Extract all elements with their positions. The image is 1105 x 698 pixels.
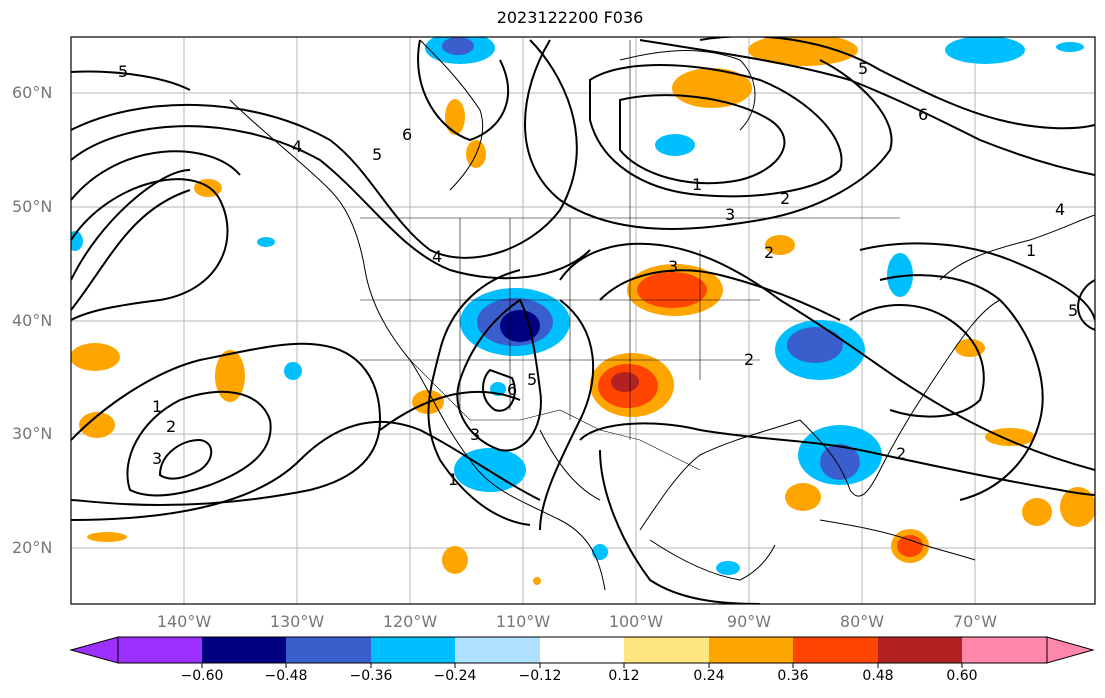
lon-label: 80°W xyxy=(839,612,885,631)
contour-labels: 5 4 5 6 1 2 3 6 5 4 3 2 1 5 6 5 1 2 3 2 … xyxy=(118,59,1078,489)
lat-label: 20°N xyxy=(12,538,53,557)
lon-label: 140°W xyxy=(156,612,212,631)
colorbar-tick-label: 0.36 xyxy=(777,668,809,684)
colorbar-tick-label: −0.48 xyxy=(264,668,308,684)
contour-label: 5 xyxy=(372,145,382,164)
lon-label: 100°W xyxy=(608,612,664,631)
contour-label: 6 xyxy=(402,125,412,144)
contour-label: 2 xyxy=(896,444,906,463)
contour-label: 1 xyxy=(448,470,458,489)
lat-label: 30°N xyxy=(12,424,53,443)
contour-label: 3 xyxy=(725,205,735,224)
lat-label: 50°N xyxy=(12,197,53,216)
contour-label: 2 xyxy=(764,243,774,262)
graticule xyxy=(71,37,1095,604)
contour-label: 1 xyxy=(1026,241,1036,260)
colorbar-tick-label: −0.60 xyxy=(180,668,224,684)
colorbar-tick-label: 0.60 xyxy=(946,668,978,684)
colorbar-tick-label: −0.24 xyxy=(433,668,477,684)
contour-label: 3 xyxy=(470,425,480,444)
contour-label: 1 xyxy=(152,397,162,416)
lon-label: 130°W xyxy=(269,612,325,631)
contour-lines xyxy=(71,37,1095,604)
colorbar xyxy=(69,636,1095,668)
contour-label: 4 xyxy=(1055,200,1065,219)
contour-label: 1 xyxy=(692,175,702,194)
colorbar-tick-label: 0.48 xyxy=(862,668,894,684)
anomaly-shading xyxy=(71,37,1095,585)
contour-label: 5 xyxy=(118,62,128,81)
contour-label: 6 xyxy=(918,105,928,124)
contour-label: 4 xyxy=(292,137,302,156)
contour-label: 3 xyxy=(152,449,162,468)
colorbar-tick-label: −0.36 xyxy=(349,668,393,684)
contour-label: 2 xyxy=(166,417,176,436)
lon-label: 70°W xyxy=(952,612,998,631)
contour-label: 5 xyxy=(527,370,537,389)
lon-label: 120°W xyxy=(382,612,438,631)
contour-label: 5 xyxy=(858,59,868,78)
colorbar-tick-label: −0.12 xyxy=(518,668,562,684)
lon-label: 90°W xyxy=(726,612,772,631)
contour-label: 4 xyxy=(432,247,442,266)
contour-label: 2 xyxy=(780,189,790,208)
lon-label: 110°W xyxy=(495,612,551,631)
lat-label: 60°N xyxy=(12,83,53,102)
colorbar-tick-label: 0.24 xyxy=(693,668,725,684)
contour-label: 3 xyxy=(668,257,678,276)
contour-label: 6 xyxy=(507,380,517,399)
colorbar-tick-label: 0.12 xyxy=(608,668,640,684)
contour-label: 2 xyxy=(744,350,754,369)
lat-label: 40°N xyxy=(12,311,53,330)
contour-label: 5 xyxy=(1068,301,1078,320)
chart-title: 2023122200 F036 xyxy=(496,8,644,27)
